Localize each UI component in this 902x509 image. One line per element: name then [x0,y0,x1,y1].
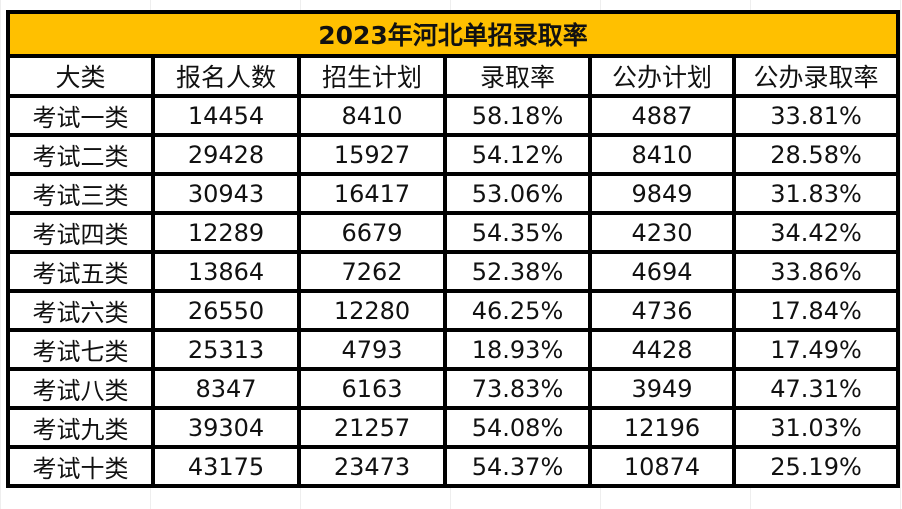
table-cell: 考试十类 [6,445,155,488]
table-cell: 8410 [588,133,736,176]
table-cell: 14454 [151,94,301,137]
table-cell: 8410 [297,94,447,137]
table-cell: 考试四类 [6,211,155,254]
table-cell: 25.19% [731,445,901,488]
table-cell: 考试二类 [6,133,155,176]
table-cell: 33.86% [731,250,901,293]
column-header: 公办录取率 [731,54,901,98]
table-cell: 54.12% [443,133,592,176]
table-cell: 29428 [151,133,301,176]
table-cell: 考试三类 [6,172,155,215]
table-cell: 考试七类 [6,328,155,371]
table-cell: 28.58% [731,133,901,176]
table-cell: 15927 [297,133,447,176]
table-cell: 58.18% [443,94,592,137]
table-cell: 9849 [588,172,736,215]
table-cell: 54.37% [443,445,592,488]
table-cell: 10874 [588,445,736,488]
table-title: 2023年河北单招录取率 [5,10,901,58]
table-cell: 43175 [151,445,301,488]
table-row: 考试九类 39304 21257 54.08% 12196 31.03% [6,406,901,449]
table-cell: 4694 [588,250,736,293]
table-cell: 考试八类 [6,367,155,410]
column-header: 公办计划 [588,54,736,98]
column-header: 招生计划 [297,54,447,98]
table-cell: 31.03% [731,406,901,449]
table-cell: 6163 [297,367,447,410]
table-cell: 39304 [151,406,301,449]
table-cell: 34.42% [731,211,901,254]
table-cell: 53.06% [443,172,592,215]
table-row: 考试八类 8347 6163 73.83% 3949 47.31% [6,367,901,410]
table-cell: 73.83% [443,367,592,410]
table-cell: 16417 [297,172,447,215]
table-cell: 21257 [297,406,447,449]
table-cell: 13864 [151,250,301,293]
table-cell: 6679 [297,211,447,254]
table-cell: 4736 [588,289,736,332]
table-cell: 30943 [151,172,301,215]
table-cell: 考试六类 [6,289,155,332]
table-cell: 4230 [588,211,736,254]
table-row: 考试十类 43175 23473 54.37% 10874 25.19% [6,445,901,488]
table-cell: 12196 [588,406,736,449]
table-cell: 25313 [151,328,301,371]
column-header: 报名人数 [151,54,301,98]
table-cell: 54.35% [443,211,592,254]
table-cell: 18.93% [443,328,592,371]
table-row: 考试五类 13864 7262 52.38% 4694 33.86% [6,250,901,293]
table-row: 考试二类 29428 15927 54.12% 8410 28.58% [6,133,901,176]
table-cell: 3949 [588,367,736,410]
table-cell: 54.08% [443,406,592,449]
table-cell: 26550 [151,289,301,332]
table-row: 考试三类 30943 16417 53.06% 9849 31.83% [6,172,901,215]
column-header: 大类 [6,54,155,98]
table-cell: 4793 [297,328,447,371]
table-cell: 考试一类 [6,94,155,137]
table-cell: 17.84% [731,289,901,332]
table-cell: 8347 [151,367,301,410]
header-row: 大类 报名人数 招生计划 录取率 公办计划 公办录取率 [6,54,901,98]
table-cell: 23473 [297,445,447,488]
column-header: 录取率 [443,54,592,98]
table-cell: 17.49% [731,328,901,371]
table-cell: 12289 [151,211,301,254]
table-row: 考试一类 14454 8410 58.18% 4887 33.81% [6,94,901,137]
table-cell: 12280 [297,289,447,332]
table-cell: 31.83% [731,172,901,215]
table-cell: 考试九类 [6,406,155,449]
table-cell: 33.81% [731,94,901,137]
table-cell: 4428 [588,328,736,371]
table-cell: 7262 [297,250,447,293]
table-cell: 46.25% [443,289,592,332]
table-cell: 47.31% [731,367,901,410]
table-body: 考试一类 14454 8410 58.18% 4887 33.81% 考试二类 29428 15… [6,94,901,488]
table-row: 考试六类 26550 12280 46.25% 4736 17.84% [6,289,901,332]
table-cell: 52.38% [443,250,592,293]
table-row: 考试七类 25313 4793 18.93% 4428 17.49% [6,328,901,371]
table-cell: 考试五类 [6,250,155,293]
admission-rate-table: 2023年河北单招录取率 大类 报名人数 招生计划 录取率 公办计划 公办录取率 考试一类… [5,10,901,488]
table-cell: 4887 [588,94,736,137]
table-row: 考试四类 12289 6679 54.35% 4230 34.42% [6,211,901,254]
